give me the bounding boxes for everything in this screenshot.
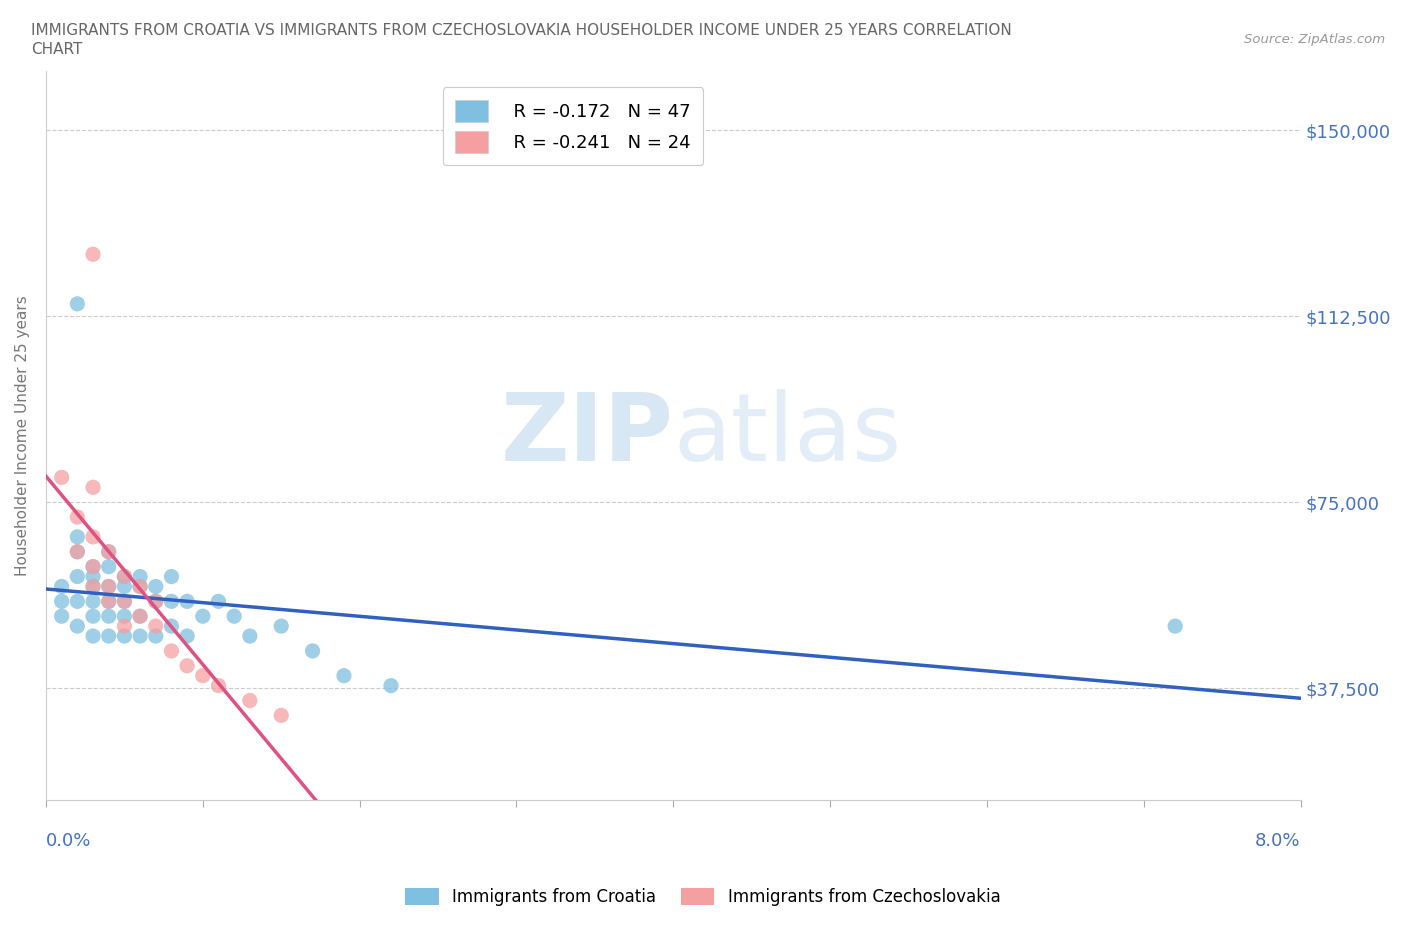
Point <box>82 480 104 495</box>
Point <box>129 579 152 594</box>
Point <box>207 678 229 693</box>
Point <box>82 559 104 574</box>
Legend:   R = -0.172   N = 47,   R = -0.241   N = 24: R = -0.172 N = 47, R = -0.241 N = 24 <box>443 87 703 166</box>
Point <box>112 594 135 609</box>
Point <box>97 594 120 609</box>
Point <box>1164 618 1187 633</box>
Point <box>301 644 323 658</box>
Point <box>97 629 120 644</box>
Point <box>82 529 104 544</box>
Point <box>129 629 152 644</box>
Point <box>145 629 167 644</box>
Point <box>176 658 198 673</box>
Point <box>207 594 229 609</box>
Point <box>66 529 89 544</box>
Point <box>82 609 104 624</box>
Point <box>176 629 198 644</box>
Point <box>112 569 135 584</box>
Point <box>82 594 104 609</box>
Point <box>333 669 356 684</box>
Point <box>97 579 120 594</box>
Point <box>160 569 183 584</box>
Point <box>51 609 73 624</box>
Point <box>82 579 104 594</box>
Point <box>191 609 214 624</box>
Point <box>129 609 152 624</box>
Point <box>66 569 89 584</box>
Point <box>82 246 104 261</box>
Point <box>239 693 262 708</box>
Point <box>239 629 262 644</box>
Point <box>129 579 152 594</box>
Point <box>66 510 89 525</box>
Legend: Immigrants from Croatia, Immigrants from Czechoslovakia: Immigrants from Croatia, Immigrants from… <box>399 881 1007 912</box>
Point <box>160 594 183 609</box>
Point <box>129 569 152 584</box>
Point <box>224 609 246 624</box>
Point <box>160 644 183 658</box>
Point <box>270 618 292 633</box>
Point <box>145 618 167 633</box>
Point <box>270 708 292 723</box>
Point <box>112 594 135 609</box>
Point <box>97 544 120 559</box>
Point <box>112 579 135 594</box>
Point <box>160 618 183 633</box>
Point <box>51 579 73 594</box>
Point <box>66 618 89 633</box>
Point <box>66 544 89 559</box>
Point <box>176 594 198 609</box>
Text: ZIP: ZIP <box>501 390 673 481</box>
Point <box>51 594 73 609</box>
Text: CHART: CHART <box>31 42 83 57</box>
Point <box>191 669 214 684</box>
Point <box>145 594 167 609</box>
Point <box>66 297 89 312</box>
Point <box>97 559 120 574</box>
Point <box>380 678 402 693</box>
Point <box>66 594 89 609</box>
Point <box>97 544 120 559</box>
Point <box>97 579 120 594</box>
Point <box>82 579 104 594</box>
Point <box>112 569 135 584</box>
Point <box>66 544 89 559</box>
Point <box>51 470 73 485</box>
Text: atlas: atlas <box>673 390 901 481</box>
Point <box>145 594 167 609</box>
Text: 8.0%: 8.0% <box>1256 832 1301 850</box>
Point <box>129 609 152 624</box>
Point <box>112 629 135 644</box>
Y-axis label: Householder Income Under 25 years: Householder Income Under 25 years <box>15 295 30 576</box>
Text: IMMIGRANTS FROM CROATIA VS IMMIGRANTS FROM CZECHOSLOVAKIA HOUSEHOLDER INCOME UND: IMMIGRANTS FROM CROATIA VS IMMIGRANTS FR… <box>31 23 1012 38</box>
Point <box>82 569 104 584</box>
Text: 0.0%: 0.0% <box>46 832 91 850</box>
Point <box>145 579 167 594</box>
Point <box>97 609 120 624</box>
Point <box>112 618 135 633</box>
Point <box>112 609 135 624</box>
Point <box>82 629 104 644</box>
Point <box>82 559 104 574</box>
Point <box>97 594 120 609</box>
Text: Source: ZipAtlas.com: Source: ZipAtlas.com <box>1244 33 1385 46</box>
